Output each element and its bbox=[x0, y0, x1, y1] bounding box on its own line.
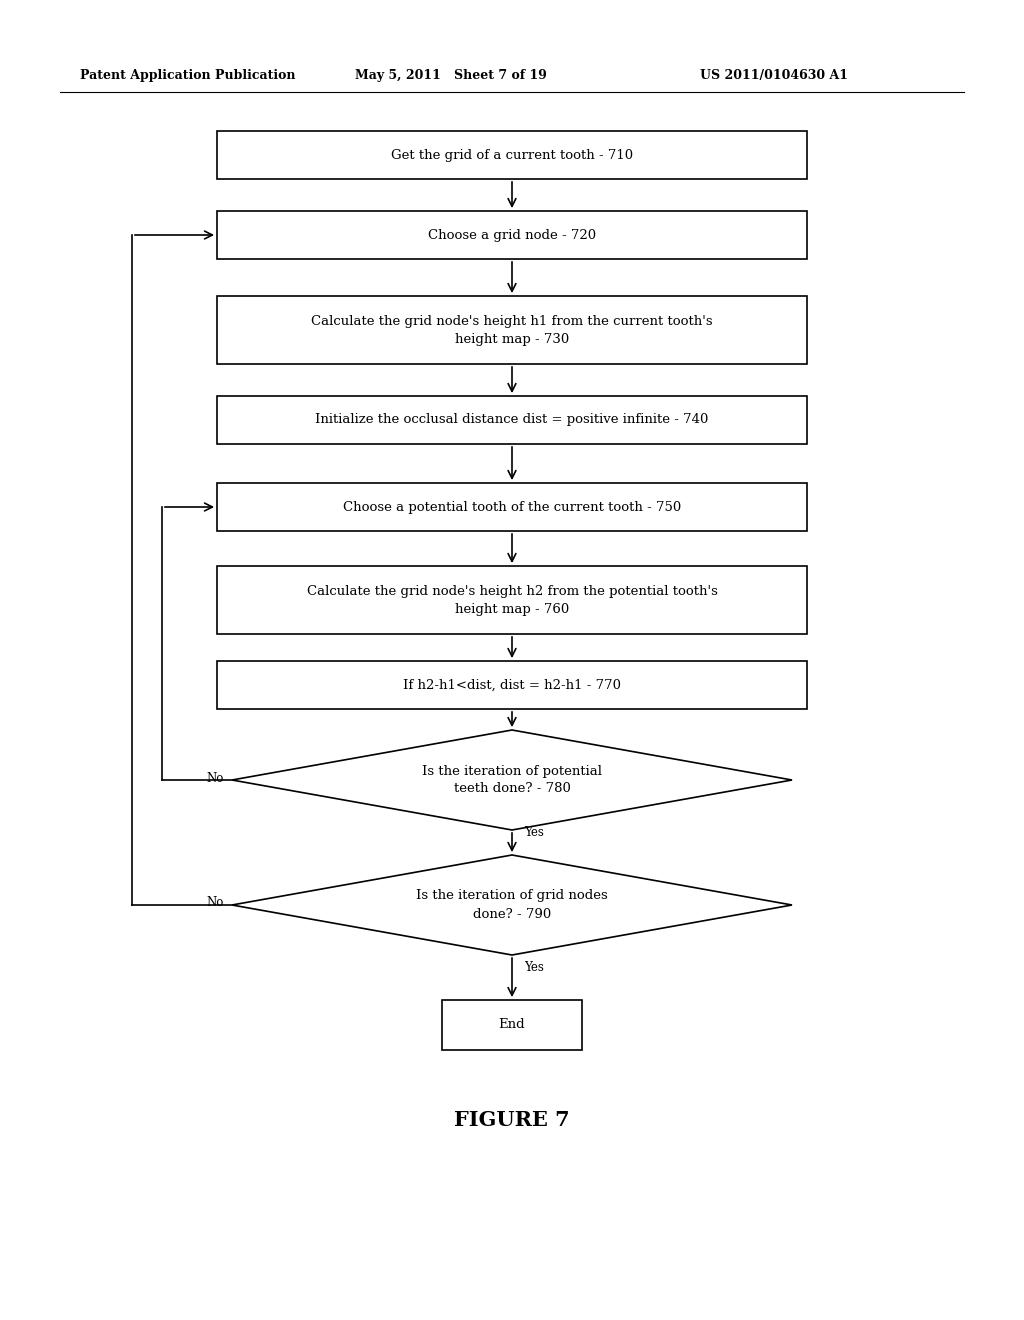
Bar bbox=[217, 661, 807, 709]
Bar bbox=[442, 1001, 582, 1049]
Bar bbox=[217, 396, 807, 444]
Bar bbox=[217, 483, 807, 531]
Polygon shape bbox=[232, 855, 792, 954]
Text: FIGURE 7: FIGURE 7 bbox=[455, 1110, 569, 1130]
Polygon shape bbox=[232, 730, 792, 830]
Text: US 2011/0104630 A1: US 2011/0104630 A1 bbox=[700, 69, 848, 82]
Text: No: No bbox=[207, 896, 224, 909]
Bar bbox=[217, 211, 807, 259]
Bar bbox=[217, 296, 807, 364]
Text: No: No bbox=[207, 771, 224, 784]
Text: Get the grid of a current tooth - 710: Get the grid of a current tooth - 710 bbox=[391, 149, 633, 161]
Text: If h2-h1<dist, dist = h2-h1 - 770: If h2-h1<dist, dist = h2-h1 - 770 bbox=[403, 678, 621, 692]
Text: Choose a potential tooth of the current tooth - 750: Choose a potential tooth of the current … bbox=[343, 500, 681, 513]
Text: End: End bbox=[499, 1019, 525, 1031]
Text: Patent Application Publication: Patent Application Publication bbox=[80, 69, 296, 82]
Text: Calculate the grid node's height h1 from the current tooth's
height map - 730: Calculate the grid node's height h1 from… bbox=[311, 314, 713, 346]
Text: Calculate the grid node's height h2 from the potential tooth's
height map - 760: Calculate the grid node's height h2 from… bbox=[306, 585, 718, 615]
Text: Yes: Yes bbox=[524, 826, 544, 840]
Bar bbox=[217, 566, 807, 634]
Bar bbox=[217, 131, 807, 180]
Text: Choose a grid node - 720: Choose a grid node - 720 bbox=[428, 228, 596, 242]
Text: Yes: Yes bbox=[524, 961, 544, 974]
Text: Initialize the occlusal distance dist = positive infinite - 740: Initialize the occlusal distance dist = … bbox=[315, 413, 709, 426]
Text: May 5, 2011   Sheet 7 of 19: May 5, 2011 Sheet 7 of 19 bbox=[355, 69, 547, 82]
Text: Is the iteration of grid nodes
done? - 790: Is the iteration of grid nodes done? - 7… bbox=[416, 890, 608, 920]
Text: Is the iteration of potential
teeth done? - 780: Is the iteration of potential teeth done… bbox=[422, 764, 602, 796]
